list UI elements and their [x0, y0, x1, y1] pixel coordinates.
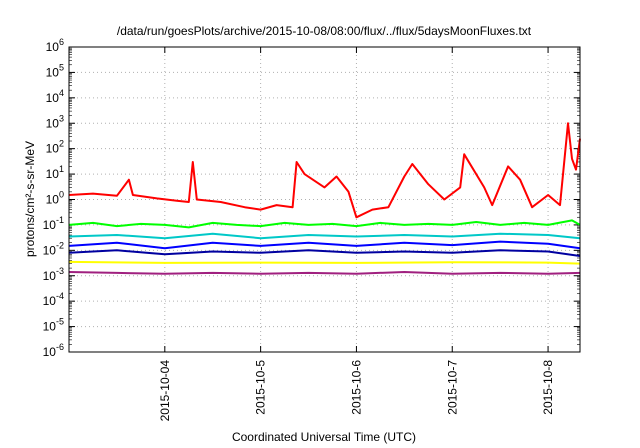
x-tick-labels: 2015-10-04 2015-10-5 2015-10-6 2015-10-7 201… [158, 360, 555, 422]
y-tick-label: 103 [46, 113, 64, 130]
y-axis-label: protons/cm²-s-sr-MeV [23, 141, 37, 257]
x-tick-label: 2015-10-6 [349, 360, 363, 415]
x-tick-label: 2015-10-5 [254, 360, 268, 415]
plot-frame [68, 46, 581, 353]
y-tick-labels: 10-6 10-5 10-4 10-3 10-2 10-1 100 101 102 103 104 1… [43, 37, 64, 359]
y-tick-label: 10-6 [43, 342, 64, 359]
series-line-red [68, 122, 581, 219]
series-line-purple [68, 271, 581, 275]
series-line-green [68, 219, 581, 229]
series-lines [68, 122, 581, 275]
y-tick-label: 10-1 [43, 215, 64, 232]
series-line-yellow [68, 260, 581, 265]
x-axis-label: Coordinated Universal Time (UTC) [232, 430, 416, 444]
y-tick-label: 104 [46, 88, 64, 105]
y-tick-label: 106 [46, 37, 64, 54]
series-line-cyan [68, 232, 581, 240]
chart-title: /data/run/goesPlots/archive/2015-10-08/0… [117, 24, 532, 38]
y-tick-label: 10-3 [43, 266, 64, 283]
y-tick-label: 10-5 [43, 317, 64, 334]
y-tick-label: 101 [46, 164, 64, 181]
y-tick-label: 10-2 [43, 240, 64, 257]
series-line-blue [68, 240, 581, 250]
x-tick-label: 2015-10-7 [445, 360, 459, 415]
x-tick-label: 2015-10-04 [158, 360, 172, 422]
x-tick-label: 2015-10-8 [541, 360, 555, 415]
series-line-navy [68, 249, 581, 257]
y-tick-label: 100 [46, 190, 64, 207]
y-tick-label: 105 [46, 62, 64, 79]
y-tick-label: 102 [46, 139, 64, 156]
y-tick-label: 10-4 [43, 291, 64, 308]
